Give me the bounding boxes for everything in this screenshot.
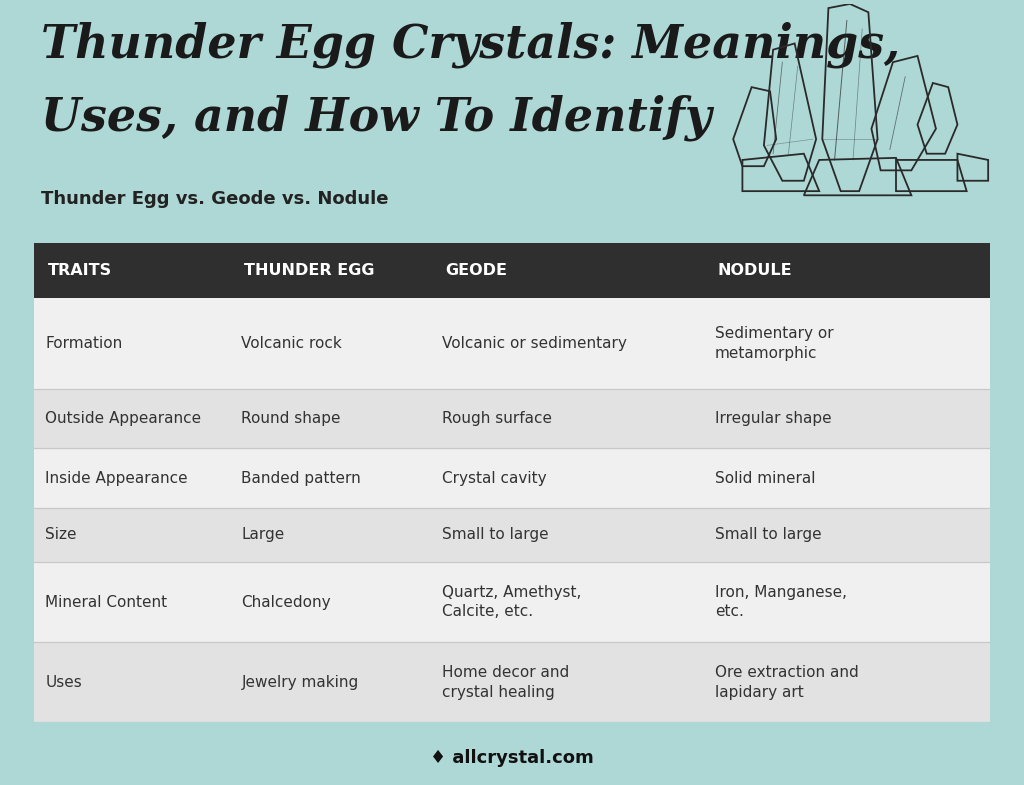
Text: Solid mineral: Solid mineral bbox=[715, 470, 815, 485]
Text: Size: Size bbox=[45, 528, 77, 542]
Bar bbox=[34, 642, 990, 722]
Text: Round shape: Round shape bbox=[242, 411, 341, 426]
Text: Irregular shape: Irregular shape bbox=[715, 411, 831, 426]
Text: THUNDER EGG: THUNDER EGG bbox=[244, 264, 375, 279]
Text: GEODE: GEODE bbox=[445, 264, 507, 279]
Text: Large: Large bbox=[242, 528, 285, 542]
Text: Formation: Formation bbox=[45, 336, 123, 351]
Text: Jewelry making: Jewelry making bbox=[242, 674, 358, 690]
Bar bbox=[34, 562, 990, 642]
Text: Uses: Uses bbox=[45, 674, 82, 690]
Text: Iron, Manganese,
etc.: Iron, Manganese, etc. bbox=[715, 585, 847, 619]
Bar bbox=[34, 508, 990, 562]
Text: NODULE: NODULE bbox=[718, 264, 793, 279]
Text: Home decor and
crystal healing: Home decor and crystal healing bbox=[442, 665, 569, 699]
Text: Volcanic or sedimentary: Volcanic or sedimentary bbox=[442, 336, 627, 351]
Text: Uses, and How To Identify: Uses, and How To Identify bbox=[41, 95, 712, 141]
Text: Thunder Egg vs. Geode vs. Nodule: Thunder Egg vs. Geode vs. Nodule bbox=[41, 190, 388, 208]
Text: Ore extraction and
lapidary art: Ore extraction and lapidary art bbox=[715, 665, 858, 699]
Bar bbox=[34, 298, 990, 389]
Text: TRAITS: TRAITS bbox=[48, 264, 113, 279]
Text: Mineral Content: Mineral Content bbox=[45, 594, 167, 609]
Text: Outside Appearance: Outside Appearance bbox=[45, 411, 202, 426]
Text: Inside Appearance: Inside Appearance bbox=[45, 470, 187, 485]
Text: Chalcedony: Chalcedony bbox=[242, 594, 331, 609]
FancyBboxPatch shape bbox=[14, 214, 1010, 308]
Text: Sedimentary or
metamorphic: Sedimentary or metamorphic bbox=[715, 327, 834, 361]
FancyBboxPatch shape bbox=[10, 232, 1014, 310]
Text: Quartz, Amethyst,
Calcite, etc.: Quartz, Amethyst, Calcite, etc. bbox=[442, 585, 582, 619]
Text: Rough surface: Rough surface bbox=[442, 411, 552, 426]
Bar bbox=[34, 389, 990, 448]
Text: Small to large: Small to large bbox=[715, 528, 821, 542]
Bar bbox=[34, 448, 990, 508]
Text: Small to large: Small to large bbox=[442, 528, 549, 542]
Text: ♦ allcrystal.com: ♦ allcrystal.com bbox=[430, 749, 594, 766]
Text: Crystal cavity: Crystal cavity bbox=[442, 470, 547, 485]
Text: Thunder Egg Crystals: Meanings,: Thunder Egg Crystals: Meanings, bbox=[41, 21, 900, 68]
Text: Banded pattern: Banded pattern bbox=[242, 470, 361, 485]
Text: Volcanic rock: Volcanic rock bbox=[242, 336, 342, 351]
Bar bbox=[34, 279, 990, 298]
